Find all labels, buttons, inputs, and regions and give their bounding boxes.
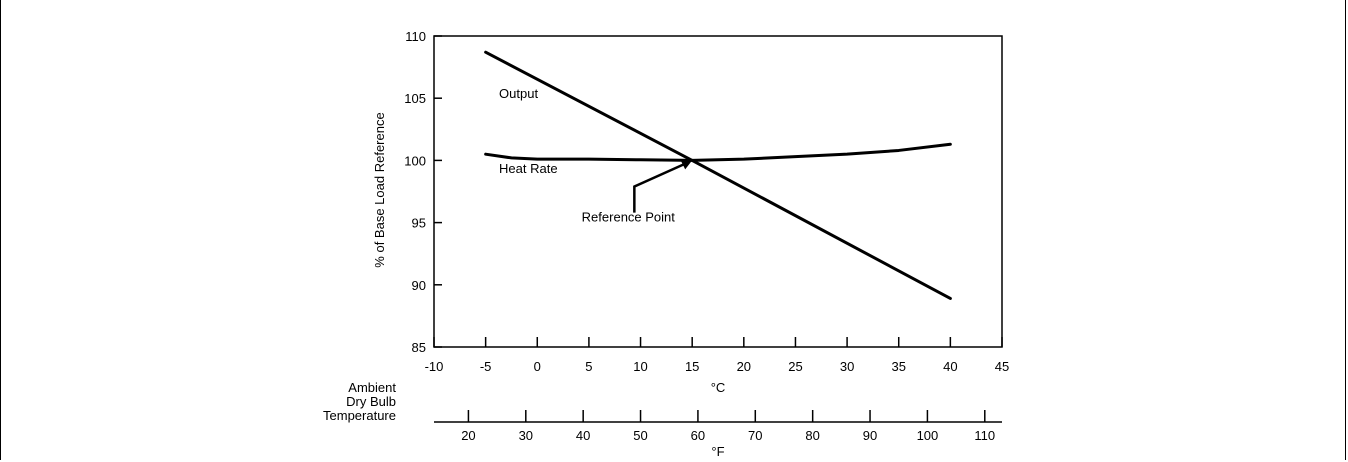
side-label-line-2: Dry Bulb [346,394,396,409]
y-tick-label: 85 [412,340,426,355]
x-tick-label: 5 [585,359,592,374]
y-axis-label: % of Base Load Reference [372,112,387,267]
annotation-label: Output [499,86,538,101]
x2-tick-label: 40 [576,428,590,443]
x-tick-label: 20 [737,359,751,374]
x2-tick-label: 60 [691,428,705,443]
annotation-label: Reference Point [582,209,676,224]
side-label-line-3: Temperature [323,408,396,423]
x2-tick-label: 100 [917,428,939,443]
series-line-heat-rate [484,142,952,162]
x-tick-label: 25 [788,359,802,374]
x2-tick-label: 20 [461,428,475,443]
x-tick-label: 35 [891,359,905,374]
y-tick-label: 100 [404,153,426,168]
x2-tick-label: 90 [863,428,877,443]
x-tick-label: 10 [633,359,647,374]
plot-area [433,35,1003,348]
x-tick-label: 15 [685,359,699,374]
reference-arrow [633,161,689,213]
x2-tick-label: 30 [519,428,533,443]
x2-tick-label: 70 [748,428,762,443]
x2-tick-label: 80 [805,428,819,443]
y-tick-label: 105 [404,91,426,106]
x2-tick-label: 110 [974,428,995,443]
x-tick-label: 45 [995,359,1009,374]
x-tick-label: 0 [534,359,541,374]
x-axis-label: °C [711,380,726,395]
x-tick-label: -10 [425,359,444,374]
reference-arrowhead [680,159,693,170]
y-tick-label: 110 [405,29,426,44]
x-tick-label: 40 [943,359,957,374]
x-tick-label: 30 [840,359,854,374]
side-label-line-1: Ambient [348,380,396,395]
x-tick-label: -5 [480,359,492,374]
annotation-label: Heat Rate [499,161,558,176]
y-tick-label: 90 [412,278,426,293]
x2-axis-label: °F [711,444,724,459]
y-tick-label: 95 [412,216,426,231]
x2-tick-label: 50 [633,428,647,443]
